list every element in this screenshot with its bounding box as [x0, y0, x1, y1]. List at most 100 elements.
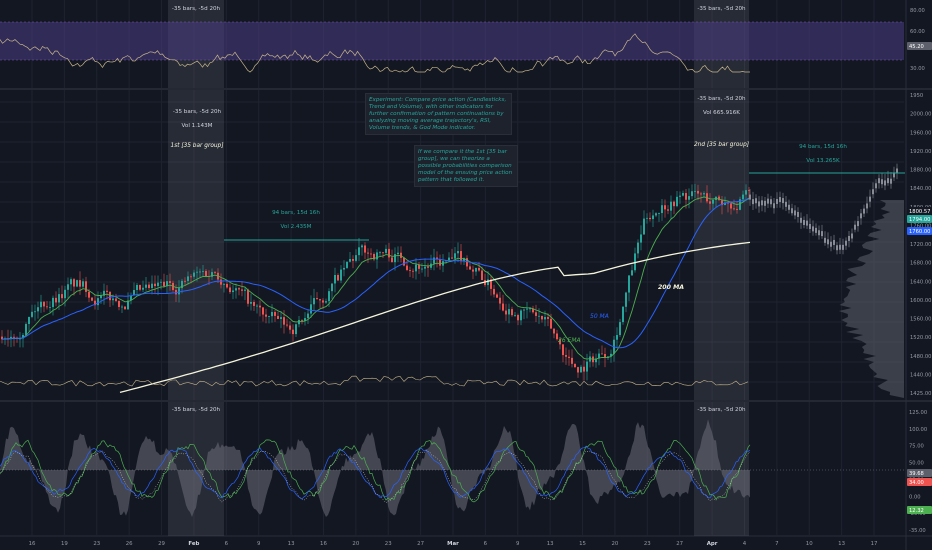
candle-body: [577, 367, 579, 373]
candle-body: [244, 289, 246, 291]
osc-axis-label: -25.00: [909, 511, 926, 517]
time-axis-label: 7: [775, 541, 778, 547]
time-axis-label: Apr: [707, 541, 718, 547]
candle-body: [424, 266, 426, 269]
second-price-badge: 1794.00: [909, 217, 930, 223]
candle-body: [673, 201, 675, 207]
candle-body: [94, 300, 96, 306]
candle-body: [544, 317, 546, 320]
candle-body: [124, 306, 126, 310]
experiment-note[interactable]: Experiment: Compare price action (Candle…: [365, 93, 512, 135]
projection-body: [770, 199, 772, 205]
candle-body: [61, 294, 63, 299]
candle-body: [79, 280, 81, 287]
candle-body: [610, 353, 612, 357]
time-axis-label: 29: [158, 541, 165, 547]
candle-body: [100, 295, 102, 299]
candle-body: [349, 259, 351, 262]
candle-body: [697, 190, 699, 194]
candle-body: [634, 253, 636, 271]
candle-body: [175, 289, 177, 295]
candle-body: [580, 366, 582, 373]
candle-body: [340, 269, 342, 281]
candle-body: [532, 308, 534, 313]
time-axis-label: 13: [838, 541, 845, 547]
projection-body: [803, 219, 805, 225]
candle-body: [604, 354, 606, 358]
second-price-badge-bg: [907, 215, 932, 223]
candle-body: [187, 276, 189, 281]
candle-body: [130, 295, 132, 301]
candle-body: [454, 253, 456, 259]
candle-body: [652, 215, 654, 220]
candle-body: [313, 298, 315, 305]
candle-body: [556, 333, 558, 340]
price-axis-label: 1560.00: [910, 317, 931, 323]
osc-line-green: [0, 439, 751, 503]
osc-b-badge: 12.32: [909, 508, 924, 514]
projection-body: [776, 198, 778, 204]
candle-body: [265, 314, 267, 317]
candle-body: [184, 280, 186, 282]
comparison-note[interactable]: If we compare it the 1st [35 bar group],…: [414, 145, 518, 187]
projection-body: [890, 178, 892, 184]
candle-body: [82, 281, 84, 287]
candle-body: [745, 190, 747, 195]
candle-body: [316, 298, 318, 300]
candle-body: [241, 289, 243, 291]
price-axis-label: 1720.00: [910, 242, 931, 248]
candle-body: [709, 201, 711, 204]
projection-body: [797, 211, 799, 217]
candle-body: [601, 353, 603, 355]
candle-body: [37, 307, 39, 312]
time-axis-label: 10: [806, 541, 813, 547]
osc-axis-label: 50.00: [909, 461, 924, 467]
candle-body: [247, 289, 249, 304]
candle-body: [736, 208, 738, 210]
candle-body: [664, 205, 666, 210]
osc-line-blue: [0, 446, 751, 500]
projection-body: [761, 200, 763, 206]
candle-body: [400, 252, 402, 258]
projection-body: [758, 201, 760, 207]
candle-body: [472, 269, 474, 272]
projection-body: [842, 244, 844, 250]
projection-body: [806, 220, 808, 226]
candle-body: [376, 252, 378, 260]
candle-body: [214, 272, 216, 273]
candle-body: [691, 191, 693, 197]
candle-body: [91, 297, 93, 301]
osc-line-white: [0, 449, 751, 504]
time-axis-label: 27: [417, 541, 424, 547]
price-axis-label: 1480.00: [910, 354, 931, 360]
candle-body: [700, 193, 702, 195]
candle-body: [526, 308, 528, 310]
group2-label: -35 bars, -5d 20h: [697, 96, 746, 102]
candle-body: [178, 288, 180, 295]
candle-body: [547, 317, 549, 319]
candle-body: [550, 318, 552, 329]
candle-body: [622, 306, 624, 323]
candle-body: [565, 355, 567, 357]
candle-body: [337, 274, 339, 281]
time-axis-label: 23: [93, 541, 100, 547]
time-axis-label: 6: [225, 541, 229, 547]
price-axis-label: 1520.00: [910, 335, 931, 341]
candle-body: [748, 190, 750, 191]
candle-body: [739, 199, 741, 210]
candle-body: [205, 270, 207, 277]
price-axis-label: 1440.00: [910, 372, 931, 378]
candle-body: [451, 257, 453, 259]
rsi-band: [0, 22, 904, 60]
projection-body: [830, 241, 832, 247]
projection-body: [767, 198, 769, 204]
time-axis-label: 20: [352, 541, 359, 547]
projection-body: [749, 194, 751, 200]
candle-body: [388, 248, 390, 258]
price-axis-label: 1680.00: [910, 261, 931, 267]
candle-body: [103, 290, 105, 296]
candle-body: [466, 258, 468, 267]
time-axis-label: 19: [61, 541, 68, 547]
